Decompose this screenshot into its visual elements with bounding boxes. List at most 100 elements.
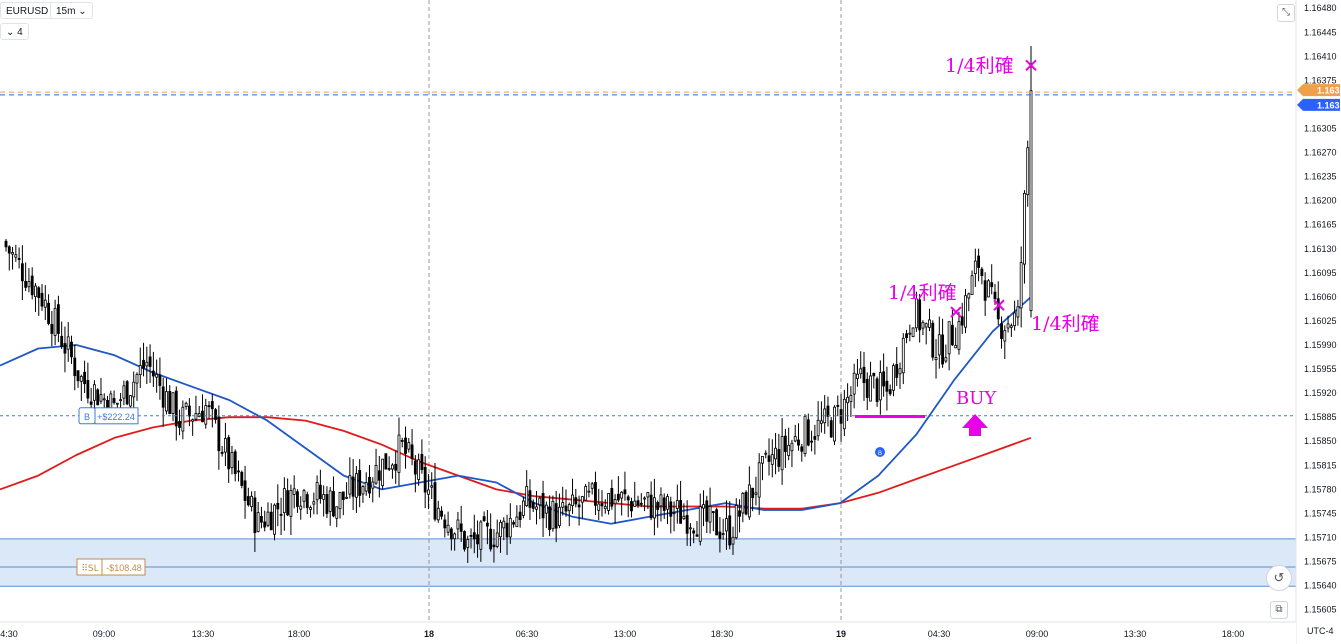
candle-down — [744, 491, 748, 515]
candle-down — [377, 470, 381, 481]
candle-up — [315, 482, 319, 501]
time-axis-bg — [0, 622, 1296, 644]
indicators-count: 4 — [17, 27, 23, 38]
candle-down — [276, 502, 280, 510]
candle-up — [1023, 192, 1026, 265]
candle-up — [525, 486, 529, 506]
candle-up — [937, 334, 941, 356]
candle-up — [833, 406, 836, 442]
candle-down — [7, 246, 11, 254]
price-tick: 1.16270 — [1304, 148, 1337, 158]
interval-chip[interactable]: 15m ⌄ — [50, 2, 93, 19]
candle-down — [626, 496, 630, 501]
candle-down — [459, 523, 463, 532]
auto-scale-icon[interactable]: ⧉ — [1270, 601, 1288, 619]
candle-up — [934, 357, 938, 361]
chevron-down-icon: ⌄ — [78, 6, 87, 17]
candle-up — [901, 337, 905, 374]
candle-up — [1019, 262, 1023, 309]
price-axis[interactable]: 1.16480 1.16445 1.16410 1.16375 1.16305 1.162… — [1295, 0, 1341, 644]
candle-down — [410, 444, 414, 459]
price-tick: 1.16410 — [1304, 51, 1337, 61]
candle-down — [420, 454, 424, 470]
entry-badge-label: B — [84, 412, 90, 422]
candle-down — [662, 497, 666, 511]
candle-up — [250, 495, 254, 507]
candle-down — [178, 421, 181, 428]
interval-label: 15m — [56, 6, 76, 17]
candle-down — [616, 493, 620, 501]
stop-loss-zone-fill — [0, 538, 1296, 587]
candle-down — [554, 503, 558, 529]
candle-up — [921, 321, 925, 329]
collapse-arrows-icon[interactable]: ⤡ — [1277, 4, 1295, 22]
candle-up — [869, 375, 872, 402]
candle-down — [73, 357, 77, 377]
candle-down — [174, 390, 178, 427]
candle-up — [846, 396, 850, 404]
candle-down — [260, 516, 263, 523]
candle-up — [102, 398, 106, 401]
candle-down — [476, 534, 479, 545]
entry-pnl-label: +$222.24 — [97, 412, 135, 422]
candle-up — [289, 490, 293, 517]
time-tick: 4:30 — [0, 629, 18, 639]
candle-up — [407, 442, 411, 450]
candle-up — [666, 496, 669, 510]
buy-arrow-icon — [962, 414, 988, 436]
candle-down — [351, 476, 355, 497]
candle-up — [427, 489, 430, 495]
candle-up — [538, 497, 542, 506]
price-label-tag — [1297, 98, 1340, 111]
candles — [4, 46, 1033, 563]
take-profit-label: 1/4利確 — [888, 282, 957, 304]
candle-down — [767, 455, 771, 462]
candle-down — [905, 333, 908, 339]
candle-up — [129, 395, 132, 407]
stop-loss-zone[interactable] — [0, 538, 1296, 587]
fast-ma-line — [0, 296, 1032, 525]
candle-down — [207, 405, 211, 408]
time-axis[interactable]: 4:30 09:00 13:30 18:00 18 06:30 13:00 18:30 19 04… — [0, 621, 1296, 644]
candle-up — [348, 475, 352, 495]
candle-up — [852, 372, 856, 395]
candle-up — [371, 481, 375, 489]
candle-up — [328, 490, 332, 512]
price-tick: 1.16025 — [1304, 316, 1337, 326]
chevron-down-icon: ⌄ — [6, 27, 15, 38]
candle-down — [449, 528, 453, 540]
candle-down — [332, 491, 335, 517]
candle-up — [273, 504, 276, 535]
candle-down — [469, 535, 473, 537]
candle-down — [24, 281, 28, 288]
time-tick: 09:00 — [1026, 629, 1049, 639]
price-tick: 1.16095 — [1304, 268, 1337, 278]
candle-up — [571, 494, 574, 506]
candle-up — [643, 497, 646, 500]
candle-up — [914, 298, 918, 329]
timezone-label[interactable]: UTC-4 — [1307, 626, 1334, 636]
candle-up — [338, 492, 342, 510]
candle-down — [47, 302, 50, 324]
candle-up — [633, 500, 637, 507]
candle-up — [535, 506, 538, 510]
candle-down — [358, 470, 362, 496]
candle-up — [122, 385, 126, 399]
candle-down — [413, 460, 417, 475]
scroll-to-realtime-icon[interactable]: ↺ — [1266, 565, 1292, 591]
candle-down — [485, 522, 489, 527]
symbol-chip[interactable]: EURUSD — [0, 2, 55, 19]
candle-up — [495, 532, 499, 547]
candle-down — [96, 389, 100, 406]
candle-down — [286, 490, 290, 516]
candle-down — [296, 491, 299, 507]
indicators-toggle[interactable]: ⌄ 4 — [0, 23, 29, 40]
price-tick: 1.15710 — [1304, 532, 1337, 542]
candle-down — [715, 509, 719, 536]
price-tick: 1.16235 — [1304, 172, 1337, 182]
candle-up — [613, 499, 617, 505]
candle-up — [466, 539, 470, 548]
candle-down — [400, 439, 404, 442]
candle-up — [155, 373, 159, 378]
